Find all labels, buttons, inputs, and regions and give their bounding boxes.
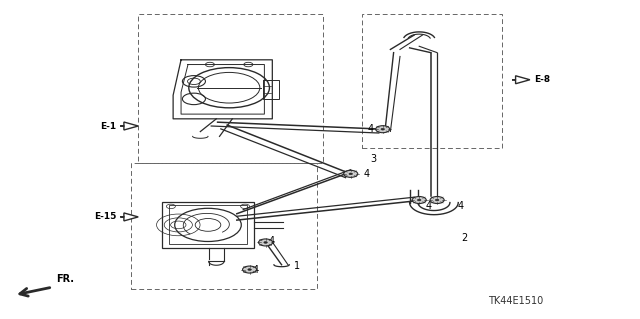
Text: E-15: E-15: [94, 212, 116, 221]
FancyArrow shape: [120, 213, 138, 221]
Text: E-8: E-8: [534, 75, 550, 84]
Circle shape: [243, 266, 257, 273]
Circle shape: [417, 199, 421, 201]
Bar: [169, 205, 247, 244]
Circle shape: [412, 197, 426, 204]
FancyArrow shape: [512, 76, 530, 84]
Text: TK44E1510: TK44E1510: [488, 296, 543, 307]
Bar: [362, 14, 502, 148]
Text: 3: 3: [370, 154, 376, 165]
FancyArrow shape: [120, 122, 138, 130]
Text: 4: 4: [426, 201, 432, 211]
Circle shape: [435, 199, 439, 201]
Bar: [138, 14, 323, 163]
Bar: [131, 163, 317, 289]
Bar: [161, 202, 254, 248]
Text: 4: 4: [269, 236, 275, 246]
Circle shape: [264, 241, 268, 243]
Text: 2: 2: [461, 233, 467, 243]
Circle shape: [259, 239, 273, 246]
Circle shape: [381, 128, 385, 130]
Text: FR.: FR.: [56, 274, 74, 284]
Circle shape: [376, 126, 390, 133]
Circle shape: [248, 269, 252, 271]
Circle shape: [430, 197, 444, 204]
Text: E-1: E-1: [100, 122, 116, 130]
Circle shape: [344, 170, 358, 177]
Text: 1: 1: [294, 261, 301, 271]
Text: 4: 4: [458, 201, 464, 211]
Text: 4: 4: [368, 124, 374, 134]
Bar: [263, 80, 279, 99]
Text: 4: 4: [253, 264, 259, 275]
Circle shape: [349, 173, 353, 175]
Text: 4: 4: [364, 169, 370, 179]
